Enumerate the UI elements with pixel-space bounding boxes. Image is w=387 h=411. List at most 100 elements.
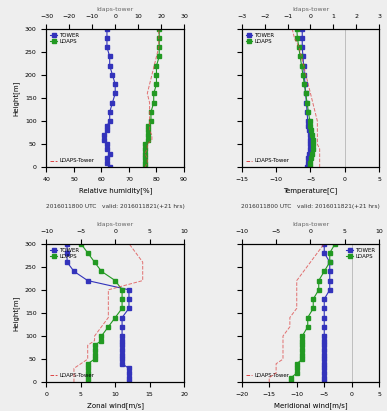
TOWER xyxy=(322,357,327,362)
Y-axis label: Height[m]: Height[m] xyxy=(13,295,19,330)
TOWER xyxy=(120,324,124,329)
TOWER xyxy=(327,260,332,265)
Legend: LDAPS-Tower: LDAPS-Tower xyxy=(49,372,95,379)
TOWER xyxy=(120,352,124,357)
Line: TOWER: TOWER xyxy=(301,27,312,169)
Line: TOWER: TOWER xyxy=(65,242,131,384)
TOWER xyxy=(300,35,305,40)
LDAPS xyxy=(327,260,332,265)
LDAPS xyxy=(86,380,90,385)
TOWER xyxy=(305,109,309,114)
LDAPS xyxy=(143,151,148,156)
LDAPS xyxy=(295,26,299,31)
LDAPS xyxy=(99,269,104,274)
TOWER xyxy=(302,72,307,77)
TOWER xyxy=(120,315,124,320)
LDAPS xyxy=(300,343,305,348)
TOWER xyxy=(301,54,305,59)
TOWER xyxy=(104,156,109,161)
LDAPS xyxy=(143,142,148,147)
TOWER xyxy=(104,123,109,128)
LDAPS xyxy=(146,133,151,138)
LDAPS xyxy=(106,324,111,329)
TOWER xyxy=(305,119,310,124)
TOWER xyxy=(120,334,124,339)
TOWER xyxy=(322,297,327,302)
LDAPS xyxy=(146,123,151,128)
TOWER xyxy=(110,72,115,77)
TOWER xyxy=(120,343,124,348)
LDAPS xyxy=(113,315,118,320)
TOWER xyxy=(308,142,313,147)
TOWER xyxy=(322,324,327,329)
LDAPS xyxy=(289,380,294,385)
LDAPS xyxy=(143,160,148,165)
TOWER xyxy=(300,26,305,31)
TOWER xyxy=(65,260,69,265)
Line: LDAPS: LDAPS xyxy=(79,242,124,384)
TOWER xyxy=(307,151,312,156)
TOWER xyxy=(127,287,131,292)
TOWER xyxy=(322,241,327,246)
LDAPS xyxy=(298,54,303,59)
LDAPS xyxy=(143,146,148,151)
TOWER xyxy=(308,133,312,138)
TOWER xyxy=(322,361,327,366)
LDAPS xyxy=(301,72,305,77)
LDAPS xyxy=(305,324,310,329)
TOWER xyxy=(104,160,109,165)
TOWER xyxy=(86,278,90,283)
TOWER xyxy=(65,250,69,255)
LDAPS xyxy=(300,334,305,339)
TOWER xyxy=(322,347,327,352)
LDAPS xyxy=(86,371,90,376)
TOWER xyxy=(322,250,327,255)
LDAPS xyxy=(92,260,97,265)
LDAPS xyxy=(157,54,161,59)
TOWER xyxy=(127,366,131,371)
LDAPS xyxy=(149,109,153,114)
LDAPS xyxy=(317,287,321,292)
LDAPS xyxy=(157,26,161,31)
TOWER xyxy=(65,241,69,246)
TOWER xyxy=(104,128,109,133)
LDAPS xyxy=(143,156,148,161)
LDAPS xyxy=(92,343,97,348)
LDAPS xyxy=(296,45,301,50)
Title: 2016011800 UTC   valid: 2016011821(+21 hrs): 2016011800 UTC valid: 2016011821(+21 hrs… xyxy=(46,204,185,209)
TOWER xyxy=(107,63,112,68)
LDAPS xyxy=(310,151,314,156)
LDAPS xyxy=(308,119,312,124)
Legend: LDAPS-Tower: LDAPS-Tower xyxy=(245,372,291,379)
LDAPS xyxy=(120,287,124,292)
TOWER xyxy=(327,269,332,274)
X-axis label: Zonal wind[m/s]: Zonal wind[m/s] xyxy=(87,402,144,409)
Title: 2016011800 UTC   valid: 2016011821(+21 hrs): 2016011800 UTC valid: 2016011821(+21 hrs… xyxy=(241,204,380,209)
LDAPS xyxy=(305,315,310,320)
TOWER xyxy=(113,91,118,96)
TOWER xyxy=(107,109,112,114)
LDAPS xyxy=(120,306,124,311)
LDAPS xyxy=(120,297,124,302)
LDAPS xyxy=(310,133,314,138)
LDAPS xyxy=(311,297,315,302)
Legend: LDAPS-Tower: LDAPS-Tower xyxy=(245,157,291,164)
LDAPS xyxy=(305,100,309,105)
X-axis label: Temperature[C]: Temperature[C] xyxy=(283,188,337,194)
TOWER xyxy=(307,128,312,133)
LDAPS xyxy=(154,72,159,77)
LDAPS xyxy=(146,128,151,133)
LDAPS xyxy=(289,375,294,380)
TOWER xyxy=(306,123,311,128)
TOWER xyxy=(120,347,124,352)
LDAPS xyxy=(311,306,315,311)
TOWER xyxy=(102,137,106,142)
LDAPS xyxy=(113,278,118,283)
TOWER xyxy=(304,100,309,105)
TOWER xyxy=(120,361,124,366)
LDAPS xyxy=(300,347,305,352)
LDAPS xyxy=(300,338,305,343)
LDAPS xyxy=(92,347,97,352)
Line: TOWER: TOWER xyxy=(322,242,332,384)
LDAPS xyxy=(143,165,148,170)
